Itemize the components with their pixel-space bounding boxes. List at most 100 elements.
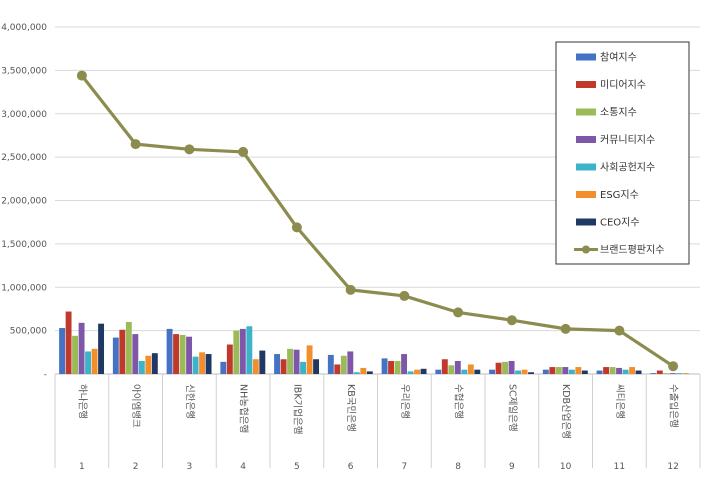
bar-참여지수	[327, 354, 334, 374]
point-브랜드평판지수	[560, 323, 571, 334]
x-rank-label: 12	[667, 462, 678, 472]
bar-참여지수	[650, 373, 657, 374]
bar-사회공헌지수	[300, 361, 307, 374]
bar-사회공헌지수	[85, 351, 92, 374]
bar-미디어지수	[495, 362, 502, 374]
point-브랜드평판지수	[506, 315, 517, 326]
bar-커뮤니티지수	[186, 336, 193, 374]
bar-소통지수	[609, 367, 616, 374]
bar-ESG지수	[682, 373, 689, 374]
x-category-label: KB국민은행	[345, 384, 357, 432]
bar-사회공헌지수	[676, 373, 683, 374]
x-category-label: 아이엠뱅크	[130, 384, 142, 428]
bar-참여지수	[435, 369, 442, 374]
bar-참여지수	[59, 328, 66, 374]
bars	[59, 311, 689, 374]
bar-CEO지수	[635, 370, 642, 374]
bar-CEO지수	[259, 350, 266, 374]
x-rank-label: 8	[455, 462, 461, 472]
bar-소통지수	[502, 361, 509, 374]
bar-ESG지수	[521, 369, 528, 374]
bar-미디어지수	[441, 359, 448, 374]
bar-커뮤니티지수	[508, 360, 515, 374]
bar-소통지수	[394, 360, 401, 374]
bar-소통지수	[663, 373, 670, 374]
x-rank-label: 2	[133, 462, 139, 472]
point-브랜드평판지수	[238, 146, 249, 157]
bar-ESG지수	[199, 352, 206, 374]
bar-미디어지수	[549, 367, 556, 374]
bar-CEO지수	[581, 370, 588, 374]
bar-사회공헌지수	[246, 326, 253, 374]
bar-소통지수	[233, 330, 240, 374]
bar-소통지수	[72, 335, 79, 374]
bar-CEO지수	[151, 353, 158, 374]
bar-사회공헌지수	[192, 356, 199, 374]
bar-CEO지수	[98, 323, 105, 374]
legend-label: ESG지수	[600, 189, 639, 201]
line-브랜드평판지수	[80, 74, 675, 368]
x-rank-label: 9	[509, 462, 515, 472]
bar-참여지수	[381, 358, 388, 374]
bar-커뮤니티지수	[454, 360, 461, 374]
y-tick-label: -	[44, 370, 47, 380]
point-브랜드평판지수	[614, 325, 625, 336]
bar-미디어지수	[65, 311, 72, 374]
bar-미디어지수	[280, 359, 287, 374]
legend-box	[555, 41, 690, 265]
x-category-label: SC제일은행	[506, 384, 518, 432]
legend-label: 소통지수	[600, 107, 637, 119]
point-브랜드평판지수	[453, 307, 464, 318]
x-category-label: IBK기업은행	[291, 384, 303, 435]
y-tick-label: 1,000,000	[1, 283, 47, 293]
x-rank-label: 11	[614, 462, 625, 472]
bar-커뮤니티지수	[562, 367, 569, 374]
bar-소통지수	[287, 348, 294, 374]
legend-swatch	[576, 136, 596, 143]
legend-swatch-marker	[582, 245, 590, 254]
x-category-label: NH농협은행	[238, 384, 250, 433]
bar-CEO지수	[528, 372, 535, 374]
bar-참여지수	[489, 369, 496, 374]
bar-커뮤니티지수	[293, 349, 300, 374]
bar-커뮤니티지수	[132, 334, 139, 374]
bar-참여지수	[274, 354, 281, 374]
bar-ESG지수	[629, 367, 636, 374]
y-axis: - 500,000 1,000,000 1,500,000 2,000,000 2,500…	[1, 23, 47, 380]
bar-CEO지수	[366, 371, 373, 374]
x-category-label: 하나은행	[76, 384, 88, 419]
point-브랜드평판지수	[130, 139, 141, 150]
legend-label: 브랜드평판지수	[600, 244, 664, 256]
bar-미디어지수	[226, 344, 233, 374]
bar-소통지수	[448, 365, 455, 374]
bar-미디어지수	[119, 329, 126, 374]
bar-참여지수	[542, 369, 549, 374]
bar-ESG지수	[252, 359, 259, 374]
bar-소통지수	[555, 367, 562, 374]
bar-참여지수	[112, 337, 119, 374]
bar-참여지수	[166, 328, 173, 374]
bar-커뮤니티지수	[669, 373, 676, 374]
bar-ESG지수	[145, 355, 152, 374]
y-tick-label: 2,000,000	[1, 197, 47, 207]
x-category-label: 수출입은행	[668, 384, 680, 428]
legend-swatch	[576, 53, 596, 61]
bar-사회공헌지수	[138, 360, 145, 374]
point-브랜드평판지수	[668, 361, 679, 372]
x-category-label: KDB산업은행	[560, 384, 572, 439]
x-rank-label: 5	[294, 462, 300, 472]
bar-커뮤니티지수	[616, 367, 623, 374]
legend-swatch	[576, 218, 596, 226]
bar-ESG지수	[414, 369, 421, 374]
bar-ESG지수	[360, 367, 367, 374]
bar-미디어지수	[603, 367, 610, 374]
bar-미디어지수	[656, 370, 663, 374]
bar-미디어지수	[388, 360, 395, 374]
point-브랜드평판지수	[76, 70, 87, 81]
bar-사회공헌지수	[461, 369, 468, 374]
bar-CEO지수	[474, 369, 481, 374]
legend-label: 참여지수	[600, 52, 637, 64]
